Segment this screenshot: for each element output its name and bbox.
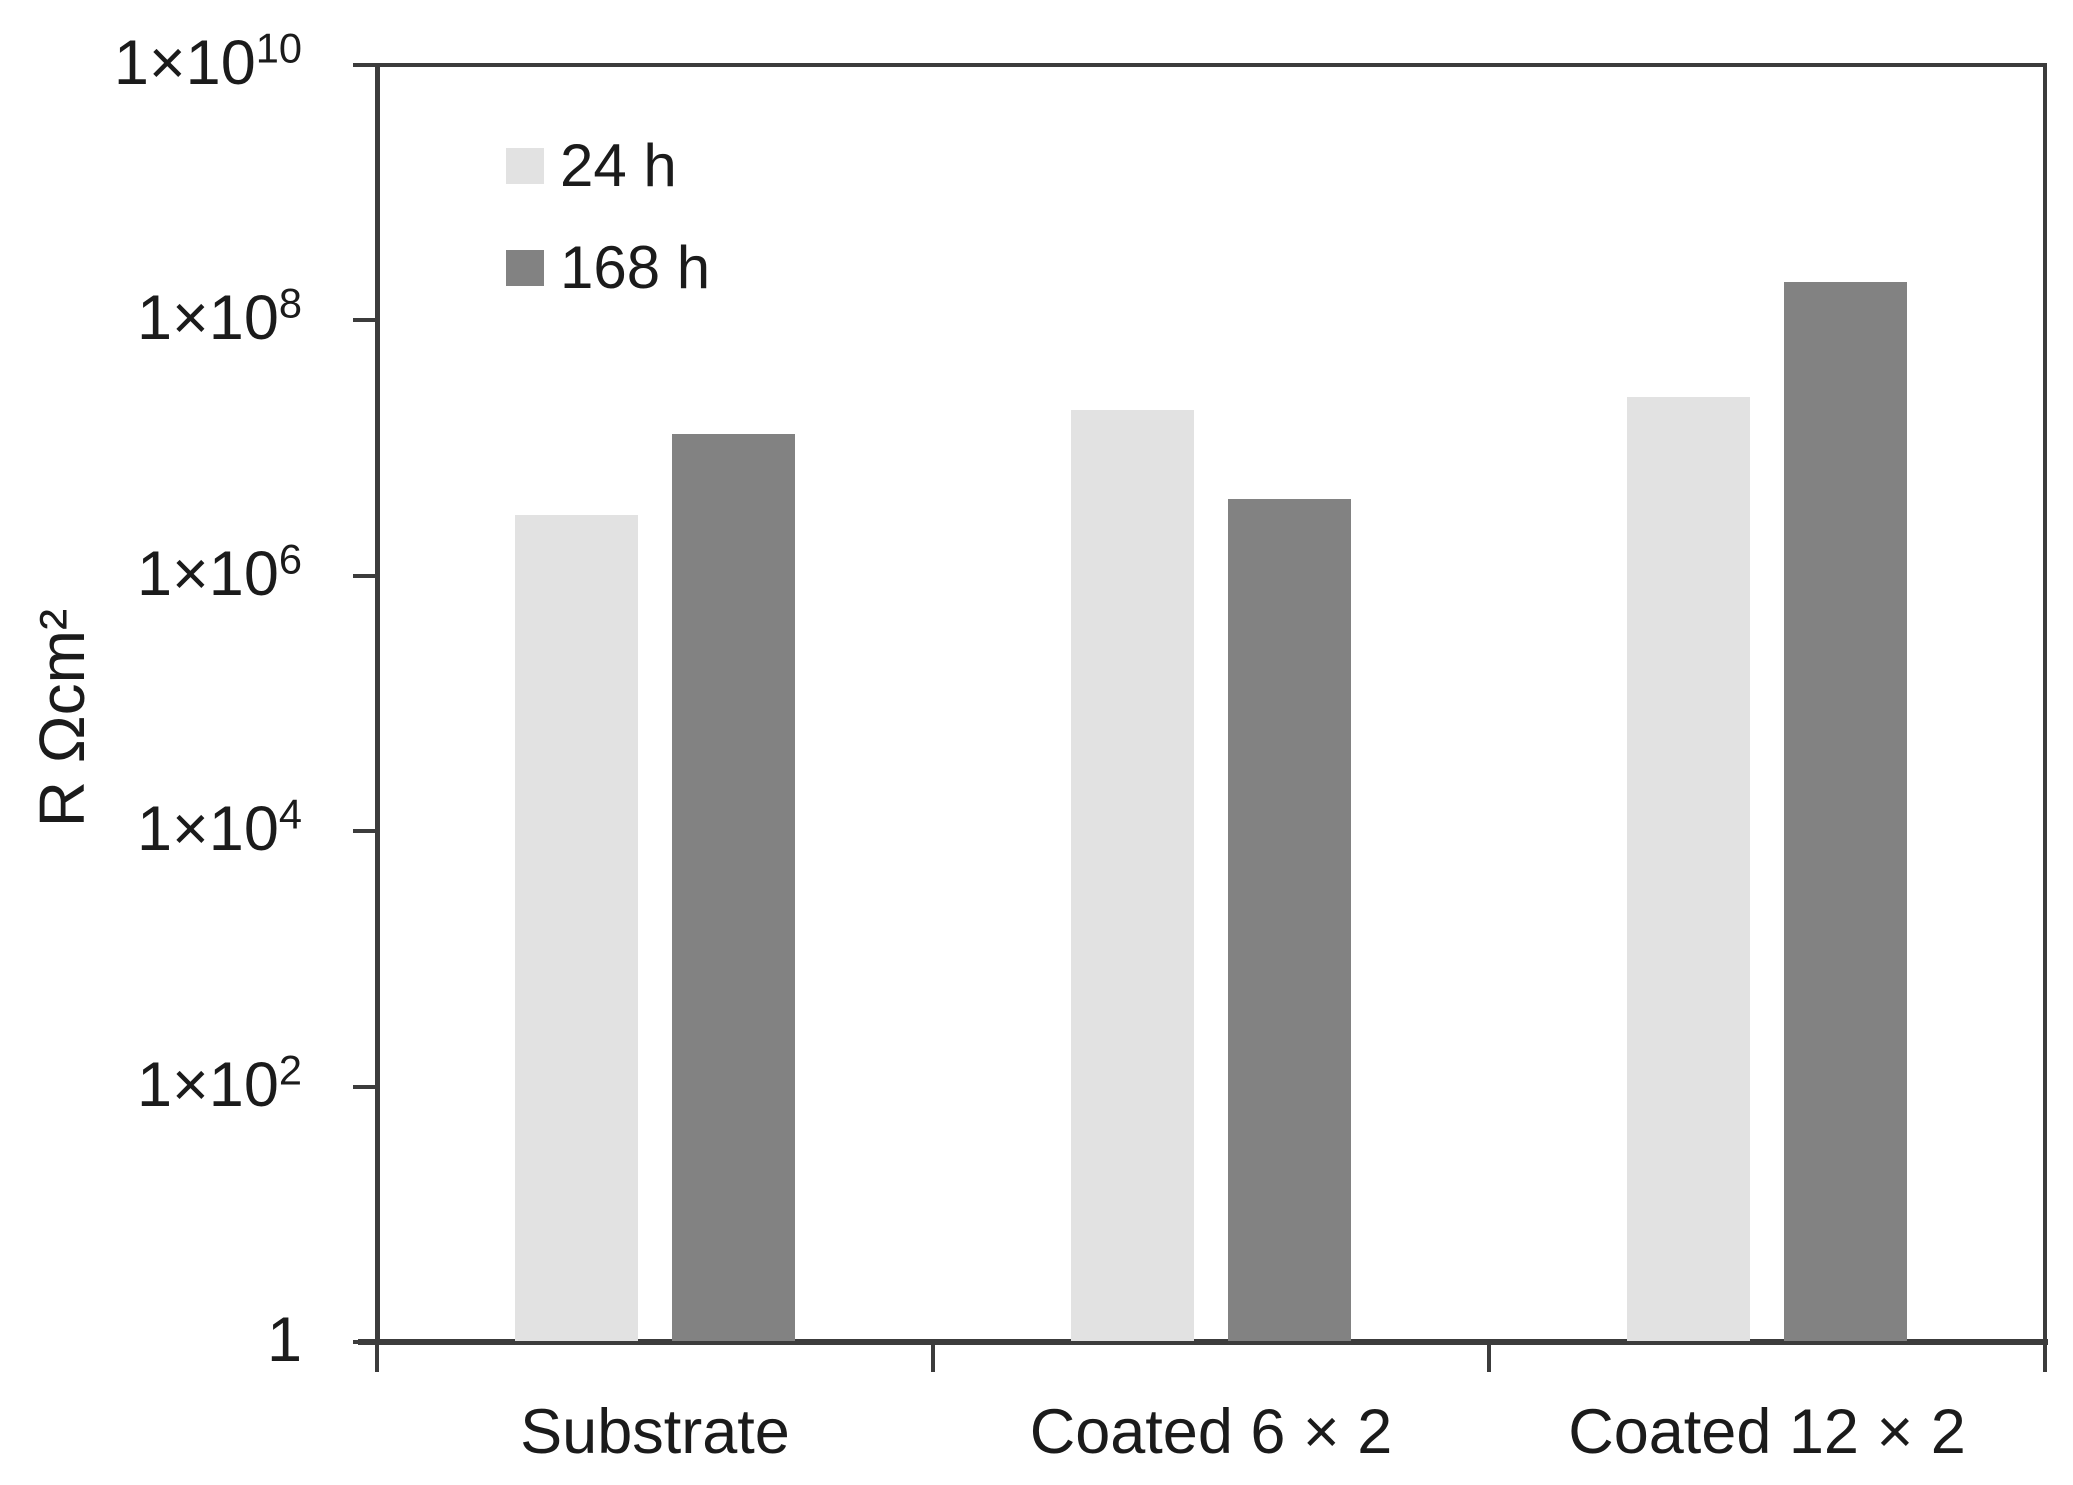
y-axis-tick [353,574,377,578]
x-axis-tick [375,1345,379,1372]
x-axis-tick [931,1345,935,1372]
y-tick-label: 1×104 [136,790,302,865]
y-tick-label: 1×1010 [113,24,302,99]
legend-entry-24-h: 24 h [506,136,766,196]
y-axis-title: R Ωcm² [26,608,98,828]
bar-coated-12-2-24-h [1627,397,1750,1341]
y-tick-label: 1×102 [136,1046,302,1121]
legend-label-168-h: 168 h [560,234,711,301]
y-tick-label: 1 [266,1305,302,1376]
legend-label-24-h: 24 h [560,132,677,199]
legend-entry-168-h: 168 h [506,238,766,298]
y-axis-tick [353,1085,377,1089]
plot-border-top [375,63,2047,67]
category-label-substrate: Substrate [520,1397,790,1467]
x-axis-line [358,1339,2048,1345]
bar-substrate-168-h [672,434,795,1341]
y-axis-line [375,63,380,1344]
y-axis-tick [353,318,377,322]
y-tick-label: 1×108 [136,279,302,354]
x-axis-tick [2043,1345,2047,1372]
bar-coated-6-2-168-h [1228,499,1351,1341]
bar-substrate-24-h [515,515,638,1341]
y-axis-tick [353,1340,377,1344]
legend-swatch-168-h [506,250,544,286]
category-label-coated-6-2: Coated 6 × 2 [1029,1397,1393,1467]
y-axis-tick [353,63,377,67]
legend-swatch-24-h [506,148,544,184]
bar-coated-12-2-168-h [1784,282,1907,1341]
x-axis-tick [1487,1345,1491,1372]
plot-border-right [2043,63,2047,1344]
y-axis-tick [353,829,377,833]
bar-coated-6-2-24-h [1071,410,1194,1341]
y-tick-label: 1×106 [136,535,302,610]
category-label-coated-12-2: Coated 12 × 2 [1568,1397,1966,1467]
